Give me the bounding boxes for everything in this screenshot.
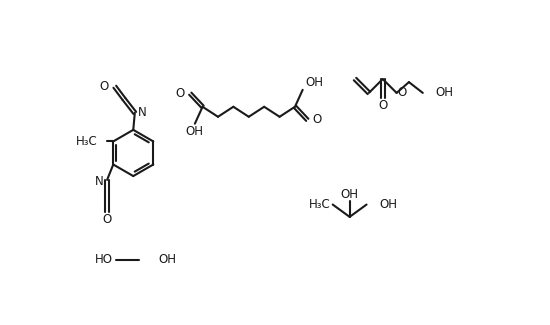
Text: OH: OH (379, 198, 397, 211)
Text: O: O (175, 87, 185, 100)
Text: OH: OH (435, 86, 453, 99)
Text: OH: OH (340, 188, 359, 201)
Text: HO: HO (95, 254, 113, 266)
Text: O: O (312, 113, 322, 126)
Text: OH: OH (186, 125, 204, 138)
Text: H₃C: H₃C (76, 135, 98, 148)
Text: O: O (102, 214, 112, 227)
Text: H₃C: H₃C (309, 198, 331, 211)
Text: OH: OH (306, 76, 324, 89)
Text: O: O (378, 99, 387, 112)
Text: O: O (100, 80, 109, 93)
Text: O: O (397, 86, 406, 99)
Text: N: N (95, 175, 103, 188)
Text: N: N (138, 106, 147, 119)
Text: OH: OH (158, 254, 176, 266)
